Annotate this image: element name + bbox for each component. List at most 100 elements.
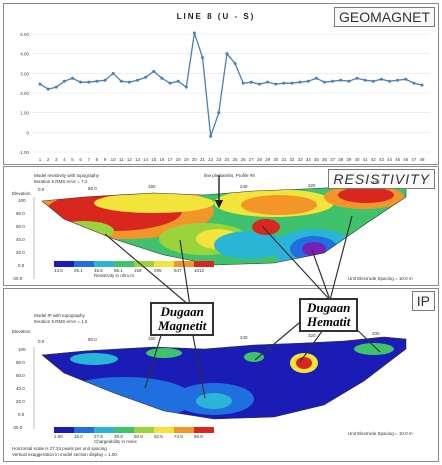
- x-tick-label: 21: [200, 157, 206, 162]
- x-tick-label: 3: [55, 157, 58, 162]
- scale-swatch: [94, 427, 114, 433]
- scale-swatch: [54, 427, 74, 433]
- scale-value: 2.60: [54, 434, 63, 439]
- geomagnet-line-chart: LINE 8 (U - S) 5.00 4.00 3.00 2.00 1.00 0 -1.0…: [19, 12, 430, 162]
- callout-dugaan-magnetit: Dugaan Magnetit: [150, 302, 215, 336]
- scale-caption: Resistivity in ohm.m: [94, 273, 135, 278]
- scale-value: 1012: [194, 268, 205, 273]
- scale-value: 13.6: [54, 268, 63, 273]
- data-point: [192, 31, 196, 35]
- x-tick-label: 25: [233, 157, 239, 162]
- x-tick-label: 6: [79, 157, 82, 162]
- data-point: [225, 52, 229, 56]
- distance-tick-1: 0.0: [38, 187, 45, 192]
- model-header-line-1: Model IP with topography: [34, 313, 85, 318]
- x-tick-label: 24: [224, 157, 230, 162]
- y-axis-ticks: 5.00 4.00 3.00 2.00 1.00 0 -1.00: [19, 32, 30, 155]
- data-point: [306, 79, 310, 83]
- y-tick-4: 40.0: [16, 386, 25, 391]
- x-tick-label: 42: [371, 157, 377, 162]
- scale-value: 74.9: [174, 434, 183, 439]
- data-point: [144, 75, 148, 79]
- distance-tick-3: 160: [148, 184, 156, 189]
- data-point: [136, 78, 140, 82]
- scale-value: 15.0: [74, 434, 83, 439]
- scale-swatch: [134, 427, 154, 433]
- distance-tick-4: 240: [240, 335, 248, 340]
- x-tick-label: 37: [330, 157, 336, 162]
- elevation-label: Elevation: [12, 191, 31, 196]
- x-tick-label: 40: [354, 157, 360, 162]
- scale-value: 25.1: [74, 268, 83, 273]
- x-tick-label: 4: [63, 157, 66, 162]
- data-point: [322, 80, 326, 84]
- data-point: [95, 79, 99, 83]
- x-tick-label: 44: [387, 157, 393, 162]
- x-tick-label: 35: [314, 157, 320, 162]
- x-tick-label: 41: [363, 157, 369, 162]
- resistivity-label: RESISTIVITY: [328, 169, 435, 189]
- data-point: [339, 78, 343, 82]
- ip-model: [42, 337, 406, 419]
- grid-lines: [32, 33, 430, 153]
- data-point: [217, 111, 221, 115]
- x-tick-label: 39: [346, 157, 352, 162]
- callout-line-1: Dugaan: [307, 300, 351, 315]
- distance-tick-3: 160: [148, 336, 156, 341]
- x-tick-label: 7: [88, 157, 91, 162]
- y-tick-2: 80.0: [16, 211, 25, 216]
- distance-tick-6: 400: [372, 180, 380, 185]
- distance-tick-2: 80.0: [88, 337, 97, 342]
- data-point: [331, 79, 335, 83]
- scale-value: 50.9: [134, 434, 143, 439]
- callout-line-2: Magnetit: [158, 318, 207, 333]
- scale-value: 27.5: [94, 434, 103, 439]
- scale-value: 547: [174, 268, 182, 273]
- model-header-line-2: Iteration 5 RMS error = 7.2: [34, 179, 88, 184]
- data-point: [111, 71, 115, 75]
- model-header-line-2: Iteration 5 RMS error = 1.5: [34, 319, 88, 324]
- data-point: [201, 56, 205, 60]
- data-point: [160, 76, 164, 80]
- y-tick-6: 0.0: [18, 412, 25, 417]
- center-caption: line pln barebs, Profile #8: [204, 173, 255, 178]
- x-tick-label: 9: [104, 157, 107, 162]
- model-header-line-1: Model resistivity with topography: [34, 173, 100, 178]
- data-point: [241, 81, 245, 85]
- x-tick-label: 2: [47, 157, 50, 162]
- x-tick-label: 10: [111, 157, 117, 162]
- ip-color-scale: 2.60 15.0 27.5 39.9 50.9 62.5 74.9 86.9 Chargeab…: [54, 427, 224, 444]
- data-point: [62, 79, 66, 83]
- y-tick-label: -1.00: [19, 150, 30, 155]
- geomagnet-label: GEOMAGNET: [333, 7, 435, 27]
- data-point: [347, 79, 351, 83]
- scale-swatch: [114, 261, 134, 267]
- y-tick-3: 60.0: [16, 373, 25, 378]
- data-point: [412, 81, 416, 85]
- data-point: [420, 83, 424, 87]
- spacing-note: Unit Electrode Spacing = 10.0 m: [348, 276, 413, 281]
- data-point: [387, 79, 391, 83]
- y-tick-label: 1.00: [20, 111, 29, 116]
- distance-tick-5: 320: [308, 183, 316, 188]
- data-point: [176, 79, 180, 83]
- x-tick-label: 27: [249, 157, 255, 162]
- x-tick-label: 32: [289, 157, 295, 162]
- scale-swatch: [134, 261, 154, 267]
- y-tick-5: 20.0: [16, 399, 25, 404]
- x-tick-label: 33: [298, 157, 304, 162]
- scale-value: 62.5: [154, 434, 163, 439]
- y-tick-label: 2.00: [20, 91, 29, 96]
- data-point: [404, 77, 408, 81]
- x-tick-label: 13: [135, 157, 141, 162]
- y-tick-3: 60.0: [16, 224, 25, 229]
- x-tick-label: 11: [119, 157, 124, 162]
- y-tick-label: 4.00: [20, 52, 29, 57]
- y-tick-label: 3.00: [20, 71, 29, 76]
- data-point: [54, 85, 58, 89]
- scale-swatch: [174, 427, 194, 433]
- data-point: [119, 79, 123, 83]
- data-point: [379, 77, 383, 81]
- chart-title: LINE 8 (U - S): [177, 12, 256, 21]
- data-point: [87, 80, 91, 84]
